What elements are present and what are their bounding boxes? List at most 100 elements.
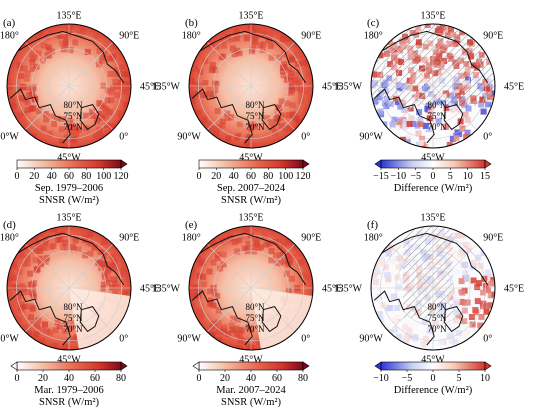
snsr-cell (93, 132, 100, 139)
snsr-cell (111, 276, 118, 283)
snsr-cell (109, 263, 116, 270)
panel-label: (f) (367, 219, 378, 231)
snsr-cell (109, 123, 116, 130)
coastline-eurasia (16, 30, 125, 84)
snsr-cell (216, 328, 223, 335)
snsr-cell (303, 88, 310, 95)
snsr-cell (56, 323, 63, 330)
snsr-cell (213, 43, 220, 50)
snsr-cell (221, 328, 228, 335)
difference-cell (371, 272, 378, 279)
snsr-cell (213, 302, 220, 309)
difference-cell (408, 115, 415, 122)
snsr-cell (207, 300, 214, 307)
colorbar-extend-min (374, 159, 382, 169)
difference-cell (397, 255, 403, 262)
colorbar-tick-label: −10 (373, 373, 389, 384)
meridian-line (388, 41, 434, 87)
snsr-cell (46, 329, 53, 336)
snsr-cell (243, 35, 250, 42)
period-label: Sep. 2007–2024 (217, 183, 286, 194)
snsr-cell (268, 54, 275, 61)
snsr-cell (33, 247, 40, 254)
snsr-cell (189, 267, 196, 274)
snsr-cell (87, 250, 94, 257)
snsr-cell (224, 33, 231, 40)
difference-cell (464, 329, 471, 336)
coastline-eurasia (380, 30, 489, 84)
difference-cell (480, 108, 487, 115)
colorbar-tick-label: 0 (197, 373, 202, 384)
colorbar-unit-label: Difference (W/m²) (394, 385, 473, 396)
snsr-cell (7, 275, 13, 282)
coastline-eurasia (198, 30, 307, 84)
snsr-cell (94, 117, 101, 124)
coastlines (9, 30, 125, 144)
latitude-label: 75°N (427, 111, 447, 121)
snsr-cell (294, 77, 301, 84)
colorbar-tick-label: 60 (90, 373, 100, 384)
snsr-cell (105, 266, 112, 272)
coastline-north-america (9, 290, 71, 346)
difference-cell (401, 106, 408, 113)
difference-cell (459, 125, 466, 132)
snsr-cell (217, 265, 224, 272)
snsr-cell (36, 29, 43, 36)
snsr-cell (89, 113, 96, 119)
graticule (7, 24, 131, 148)
snsr-cell (104, 87, 111, 94)
difference-cell (392, 317, 398, 324)
meridian-line (24, 41, 70, 87)
difference-cell (397, 103, 404, 110)
difference-cell (454, 293, 461, 300)
snsr-cell (67, 47, 74, 54)
snsr-cell (236, 50, 243, 57)
significance-hatching (403, 226, 453, 318)
longitude-label: 90°E (119, 232, 139, 243)
difference-cell (442, 124, 449, 130)
difference-cell (476, 280, 483, 287)
snsr-cell (79, 25, 86, 31)
snsr-cell (114, 67, 121, 73)
snsr-cell (57, 33, 64, 40)
longitude-label: 90°W (177, 132, 201, 143)
snsr-cell (19, 95, 25, 101)
snsr-cell (229, 45, 236, 52)
snsr-cell (109, 253, 116, 260)
snsr-cell (206, 268, 213, 275)
meridian-line (24, 287, 70, 333)
snsr-cell (109, 284, 116, 291)
snsr-cell (59, 40, 66, 47)
snsr-cell (213, 130, 220, 137)
difference-cell (403, 122, 410, 129)
difference-cell (486, 274, 493, 280)
snsr-cell (293, 243, 300, 250)
difference-cell (372, 262, 379, 269)
difference-cell (456, 131, 463, 138)
snsr-cell (114, 284, 121, 291)
longitude-label: 135°W (152, 284, 181, 295)
difference-cell (423, 335, 429, 342)
latitude-label: 75°N (63, 313, 83, 323)
snsr-cell (75, 246, 82, 253)
snsr-cell (110, 84, 117, 91)
snsr-cell (262, 24, 269, 29)
snsr-cell (101, 271, 108, 278)
snsr-cell (278, 123, 285, 130)
colorbar-gradient (16, 361, 122, 371)
snsr-cell (11, 262, 18, 269)
difference-cell (406, 121, 413, 127)
snsr-cell (29, 66, 36, 73)
longitude-label: 135°E (420, 11, 445, 22)
snsr-cell (261, 232, 268, 239)
snsr-cell (199, 91, 206, 98)
difference-cell (387, 305, 394, 311)
snsr-cell (100, 285, 107, 292)
snsr-cell (251, 248, 257, 255)
colorbar-extend-max (302, 361, 310, 371)
colorbar-tick-label: 80 (298, 373, 308, 384)
snsr-cell (215, 307, 222, 314)
snsr-cell (49, 30, 56, 37)
snsr-cell (43, 111, 49, 117)
